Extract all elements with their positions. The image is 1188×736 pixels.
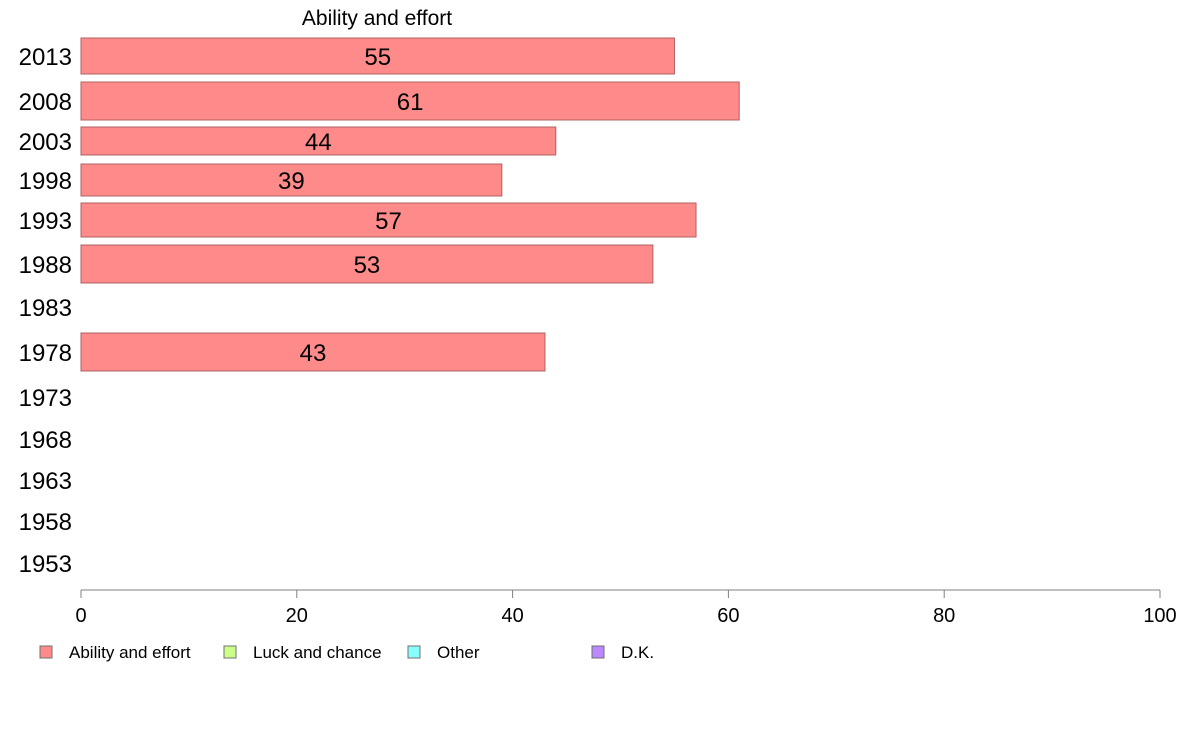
bar — [80, 244, 654, 284]
x-axis-ticks: 0 20 40 60 80 100 — [75, 590, 1177, 627]
x-tick-label: 0 — [75, 605, 86, 627]
category-label: 2008 — [19, 89, 72, 116]
x-tick-label: 80 — [933, 605, 955, 627]
bar — [80, 332, 546, 372]
bar — [80, 81, 740, 121]
legend-label: Other — [437, 643, 480, 662]
category-label: 1963 — [19, 468, 72, 495]
bars-group — [80, 37, 740, 372]
legend-label: D.K. — [621, 643, 654, 662]
data-label: 61 — [397, 89, 424, 116]
bar — [80, 163, 503, 197]
data-label: 39 — [278, 168, 305, 195]
category-label: 1988 — [19, 252, 72, 279]
category-labels: 2013 2008 2003 1998 1993 1988 1983 1978 1973 1968… — [19, 44, 72, 578]
data-label: 43 — [300, 340, 327, 367]
data-label: 44 — [305, 129, 332, 156]
category-label: 1998 — [19, 168, 72, 195]
bar — [80, 126, 557, 156]
category-label: 1958 — [19, 509, 72, 536]
category-label: 1983 — [19, 295, 72, 322]
category-label: 2013 — [19, 44, 72, 71]
category-label: 1953 — [19, 551, 72, 578]
chart-title: Ability and effort — [302, 7, 452, 30]
legend-swatch — [407, 645, 421, 659]
legend-swatch — [591, 645, 605, 659]
data-label: 57 — [375, 208, 402, 235]
category-label: 2003 — [19, 129, 72, 156]
x-tick-label: 40 — [501, 605, 523, 627]
legend-swatch — [39, 645, 53, 659]
x-tick-label: 20 — [286, 605, 308, 627]
category-label: 1968 — [19, 427, 72, 454]
x-tick-label: 60 — [717, 605, 739, 627]
legend-label: Luck and chance — [253, 643, 382, 662]
category-label: 1978 — [19, 340, 72, 367]
legend-label: Ability and effort — [69, 643, 191, 662]
category-label: 1993 — [19, 208, 72, 235]
bar — [80, 37, 675, 75]
category-label: 1973 — [19, 385, 72, 412]
legend-swatch — [223, 645, 237, 659]
legend: Ability and effort Luck and chance Other D.… — [39, 643, 654, 662]
bar — [80, 202, 697, 238]
data-label: 53 — [354, 252, 381, 279]
data-label: 55 — [364, 44, 391, 71]
x-tick-label: 100 — [1143, 605, 1176, 627]
